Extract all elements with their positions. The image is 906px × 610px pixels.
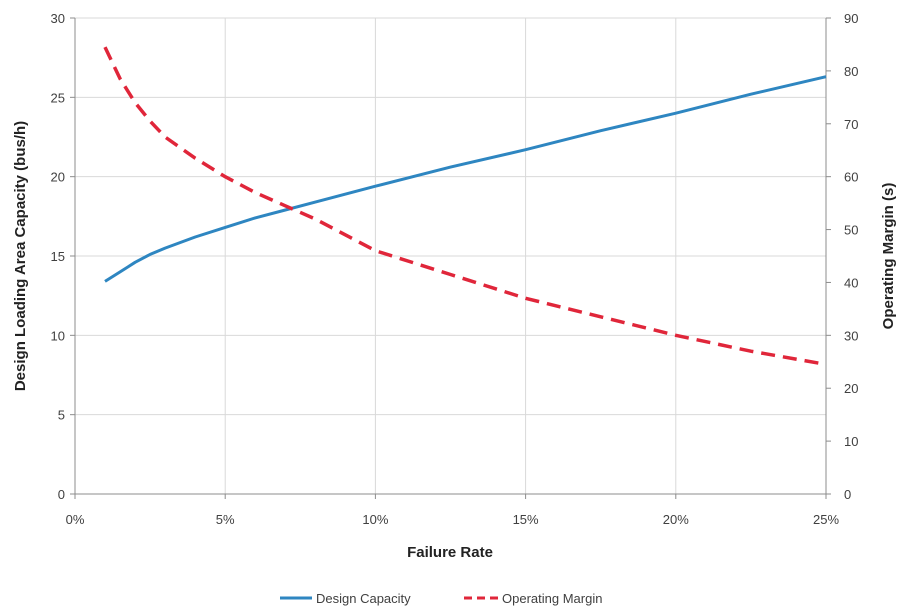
y2-tick-label: 30 <box>844 328 858 343</box>
x-tick-label: 10% <box>362 512 388 527</box>
y-tick-label: 15 <box>51 249 65 264</box>
axes <box>70 17 831 499</box>
y2-tick-label: 80 <box>844 64 858 79</box>
x-axis-title: Failure Rate <box>407 544 493 561</box>
y2-tick-label: 50 <box>844 223 858 238</box>
y2-tick-label: 40 <box>844 275 858 290</box>
tick-labels: 0 5 10 15 20 25 30 0 10 20 30 40 50 60 70 80 90 0% 5% 10% 15… <box>51 11 859 527</box>
x-tick-label: 20% <box>663 512 689 527</box>
y-axis-title: Design Loading Area Capacity (bus/h) <box>12 121 29 391</box>
y2-tick-label: 60 <box>844 170 858 185</box>
y-tick-label: 10 <box>51 328 65 343</box>
y-tick-label: 0 <box>58 487 65 502</box>
y-tick-label: 25 <box>51 90 65 105</box>
y2-tick-label: 90 <box>844 11 858 26</box>
y2-tick-label: 20 <box>844 381 858 396</box>
y2-tick-label: 10 <box>844 434 858 449</box>
y2-axis-title: Operating Margin (s) <box>880 183 897 330</box>
x-tick-label: 25% <box>813 512 839 527</box>
y2-tick-label: 70 <box>844 117 858 132</box>
x-tick-label: 15% <box>513 512 539 527</box>
legend-label-design-capacity: Design Capacity <box>316 591 411 606</box>
y2-tick-label: 0 <box>844 487 851 502</box>
series-lines <box>103 46 827 367</box>
x-tick-label: 0% <box>66 512 85 527</box>
series-line-operating-margin <box>103 46 827 367</box>
y-tick-label: 5 <box>58 408 65 423</box>
legend-label-operating-margin: Operating Margin <box>502 591 602 606</box>
y-tick-label: 30 <box>51 11 65 26</box>
legend: Design Capacity Operating Margin <box>280 591 602 606</box>
x-tick-label: 5% <box>216 512 235 527</box>
y-tick-label: 20 <box>51 170 65 185</box>
series-line-design-capacity <box>104 75 827 283</box>
